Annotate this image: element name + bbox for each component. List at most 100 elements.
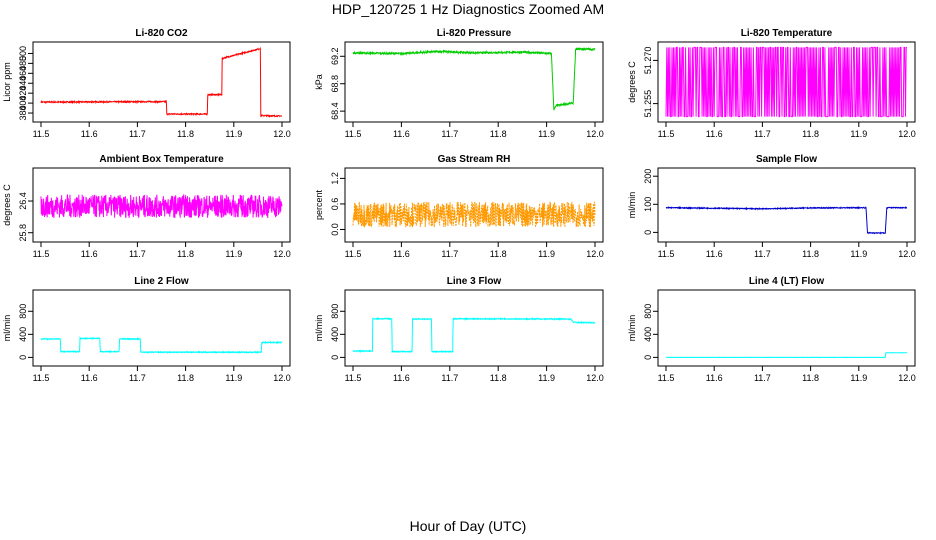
panel-title: Sample Flow (756, 154, 817, 165)
y-tick-label: 0.0 (330, 223, 340, 236)
series-line (40, 336, 283, 355)
x-tick-label: 11.7 (129, 249, 146, 259)
y-tick-label: 0.6 (330, 198, 340, 211)
x-tick-label: 11.7 (754, 249, 771, 259)
x-tick-label: 11.5 (33, 373, 50, 383)
y-tick-label: 800 (643, 304, 653, 319)
y-tick-label: 0 (330, 355, 340, 360)
x-tick-label: 11.5 (658, 129, 675, 139)
series-line (40, 193, 283, 218)
y-tick-label: 400 (18, 327, 28, 342)
x-tick-label: 11.9 (850, 249, 867, 259)
x-tick-label: 12.0 (273, 373, 291, 383)
x-tick-label: 11.6 (706, 129, 723, 139)
panel-7: Line 2 Flow 11.5 11.6 11.7 11.8 11.9 12.0 0 400 8… (2, 276, 291, 383)
y-tick-label: 480 (18, 56, 28, 71)
panel-title: Line 4 (LT) Flow (749, 276, 825, 287)
y-tick-label: 51.270 (643, 47, 653, 75)
x-tick-label: 11.6 (81, 249, 98, 259)
plot-frame (32, 289, 291, 367)
x-tick-label: 11.8 (490, 249, 507, 259)
x-tick-label: 11.9 (538, 373, 555, 383)
y-axis-label: ml/min (627, 315, 637, 342)
plot-frame (657, 41, 916, 123)
x-tick-label: 11.6 (393, 249, 410, 259)
x-tick-label: 11.9 (850, 373, 867, 383)
x-tick-label: 12.0 (586, 249, 604, 259)
x-tick-label: 12.0 (273, 249, 291, 259)
y-tick-label: 420 (18, 86, 28, 101)
series-line (665, 205, 908, 235)
plot-frame (32, 41, 291, 123)
x-tick-label: 11.9 (225, 129, 242, 139)
plot-frame (657, 289, 916, 367)
x-tick-label: 11.5 (345, 249, 362, 259)
x-tick-label: 11.6 (81, 373, 98, 383)
x-tick-label: 12.0 (273, 129, 291, 139)
y-tick-label: 25.8 (18, 224, 28, 242)
panel-title: Line 3 Flow (447, 276, 502, 287)
panel-1: Li-820 CO2 11.5 11.6 11.7 11.8 11.9 12.0 380400… (2, 28, 291, 139)
panel-title: Li-820 Temperature (741, 28, 833, 39)
y-tick-label: 800 (18, 304, 28, 319)
x-tick-label: 11.8 (802, 373, 819, 383)
panel-2: Li-820 Pressure 11.5 11.6 11.7 11.8 11.9 12.0 6… (314, 28, 604, 139)
y-tick-label: 1.2 (330, 172, 340, 185)
y-tick-label: 51.255 (643, 90, 653, 118)
series-line (352, 316, 596, 354)
series-line (40, 46, 283, 118)
x-tick-label: 11.9 (538, 249, 555, 259)
y-tick-label: 68.4 (330, 102, 340, 120)
x-tick-label: 11.5 (33, 129, 50, 139)
y-tick-label: 0 (18, 355, 28, 360)
y-axis-label: ml/min (2, 315, 12, 342)
panel-title: Li-820 Pressure (437, 28, 512, 39)
series-line (666, 352, 908, 359)
y-tick-label: 200 (643, 169, 653, 184)
x-tick-label: 11.9 (225, 249, 242, 259)
x-tick-label: 11.8 (490, 373, 507, 383)
series-line (352, 46, 596, 111)
y-tick-label: 400 (330, 327, 340, 342)
x-tick-label: 11.9 (225, 373, 242, 383)
x-tick-label: 12.0 (898, 373, 916, 383)
panel-3: Li-820 Temperature 11.5 11.6 11.7 11.8 11.9 12… (627, 28, 916, 139)
x-tick-label: 12.0 (898, 129, 916, 139)
x-tick-label: 11.5 (658, 249, 675, 259)
x-tick-label: 12.0 (586, 373, 604, 383)
y-axis-label: ml/min (627, 192, 637, 219)
y-tick-label: 460 (18, 66, 28, 81)
y-axis-label: ml/min (314, 315, 324, 342)
y-axis-label: Licor ppm (2, 62, 12, 102)
x-tick-label: 11.5 (33, 249, 50, 259)
y-tick-label: 69.2 (330, 48, 340, 66)
x-tick-label: 11.7 (441, 249, 458, 259)
y-axis-label: kPa (314, 74, 324, 90)
plot-frame (32, 167, 291, 243)
figure-title: HDP_120725 1 Hz Diagnostics Zoomed AM (331, 1, 605, 17)
y-tick-label: 440 (18, 76, 28, 91)
plot-frame (657, 167, 916, 243)
x-tick-label: 11.6 (706, 373, 723, 383)
panel-title: Gas Stream RH (438, 154, 511, 165)
y-tick-label: 100 (643, 197, 653, 212)
x-tick-label: 11.6 (706, 249, 723, 259)
x-tick-label: 11.6 (81, 129, 98, 139)
x-tick-label: 11.8 (802, 249, 819, 259)
x-tick-label: 11.8 (177, 129, 194, 139)
y-tick-label: 800 (330, 304, 340, 319)
panel-4: Ambient Box Temperature 11.5 11.6 11.7 11.8 1… (2, 154, 291, 259)
series-line (352, 201, 596, 229)
y-tick-label: 380 (18, 106, 28, 121)
plot-frame (344, 41, 604, 123)
panel-9: Line 4 (LT) Flow 11.5 11.6 11.7 11.8 11.9 12.0… (627, 276, 916, 383)
x-tick-label: 11.7 (441, 129, 458, 139)
y-axis-label: degrees C (2, 184, 12, 226)
x-tick-label: 11.7 (754, 373, 771, 383)
y-tick-label: 0 (643, 230, 653, 235)
x-axis-label: Hour of Day (UTC) (409, 518, 527, 534)
y-tick-label: 0 (643, 355, 653, 360)
panel-title: Ambient Box Temperature (99, 154, 224, 165)
series-line (665, 46, 907, 118)
